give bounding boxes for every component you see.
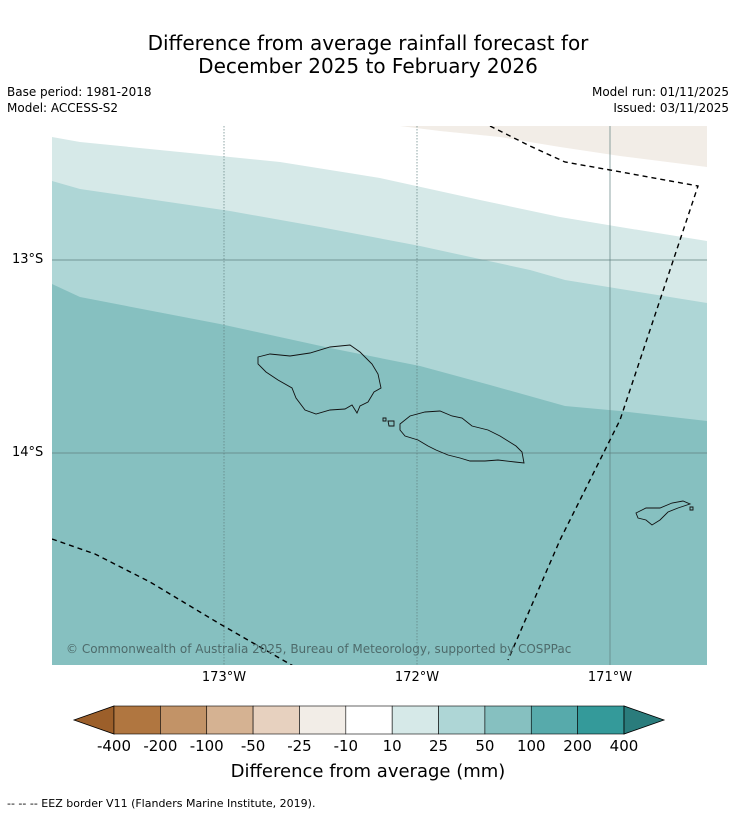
colorbar-tick-label: -200 xyxy=(143,737,178,755)
gridlines xyxy=(52,126,707,665)
upolu-island xyxy=(399,410,525,464)
rainfall-map: © Commonwealth of Australia 2025, Bureau… xyxy=(52,126,707,665)
aunuu-island xyxy=(689,506,694,511)
lon-label-173w: 173°W xyxy=(201,670,247,685)
colorbar-tick-label: 50 xyxy=(475,737,495,755)
title-line-1: Difference from average rainfall forecas… xyxy=(147,31,589,55)
tutuila-island xyxy=(635,500,692,526)
colorbar-tick-label: 25 xyxy=(428,737,449,755)
eez-footnote: -- -- -- EEZ border V11 (Flanders Marine… xyxy=(7,797,316,810)
colorbar-segment xyxy=(438,705,486,735)
colorbar-segment xyxy=(391,705,439,735)
colorbar-extend-low xyxy=(72,705,115,735)
lat-label-14s: 14°S xyxy=(12,445,44,460)
base-period: Base period: 1981-2018 xyxy=(7,85,152,99)
colorbar-tick-label: -10 xyxy=(333,737,359,755)
colorbar-segment xyxy=(206,705,254,735)
colorbar-tick-label: 400 xyxy=(609,737,639,755)
colorbar-tick-label: -25 xyxy=(287,737,312,755)
lon-label-172w: 172°W xyxy=(394,670,440,685)
colorbar-tick-label: 200 xyxy=(563,737,592,755)
lon-label-171w: 171°W xyxy=(587,670,633,685)
colorbar-segment xyxy=(530,705,578,735)
colorbar-segment xyxy=(299,705,347,735)
eez-borders xyxy=(52,126,699,665)
savaii-island xyxy=(257,344,382,415)
lat-label-13s: 13°S xyxy=(12,252,44,267)
colorbar xyxy=(72,705,666,735)
colorbar-tick-label: 100 xyxy=(516,737,546,755)
eez-border-east xyxy=(489,126,699,661)
coastlines xyxy=(257,344,694,526)
colorbar-extend-high xyxy=(623,705,666,735)
colorbar-tick-label: -50 xyxy=(240,737,266,755)
apolima-island xyxy=(382,417,387,422)
copyright-text: © Commonwealth of Australia 2025, Bureau… xyxy=(66,642,571,656)
band-50-100 xyxy=(52,284,707,665)
colorbar-tick-label: 10 xyxy=(382,737,402,755)
title-line-2: December 2025 to February 2026 xyxy=(198,54,538,78)
colorbar-segment xyxy=(577,705,625,735)
manono-island xyxy=(387,420,395,427)
colorbar-tick-label: -400 xyxy=(96,737,132,755)
colorbar-segment xyxy=(252,705,300,735)
eez-border-southwest xyxy=(52,538,293,665)
colorbar-title: Difference from average (mm) xyxy=(230,761,506,782)
colorbar-segment xyxy=(484,705,532,735)
colorbar-segment xyxy=(160,705,208,735)
model-run: Model run: 01/11/2025 xyxy=(591,85,729,99)
band-minus25-minus10 xyxy=(400,126,707,167)
colorbar-tick-label: -100 xyxy=(189,737,224,755)
model-name: Model: ACCESS-S2 xyxy=(7,101,119,115)
colorbar-segment xyxy=(345,705,393,735)
issued-date: Issued: 03/11/2025 xyxy=(613,101,729,115)
colorbar-segment xyxy=(113,705,161,735)
